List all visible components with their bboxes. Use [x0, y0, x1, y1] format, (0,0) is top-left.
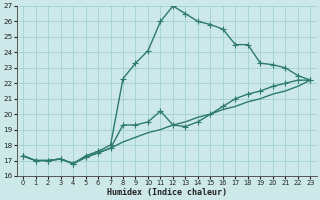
X-axis label: Humidex (Indice chaleur): Humidex (Indice chaleur)	[107, 188, 227, 197]
